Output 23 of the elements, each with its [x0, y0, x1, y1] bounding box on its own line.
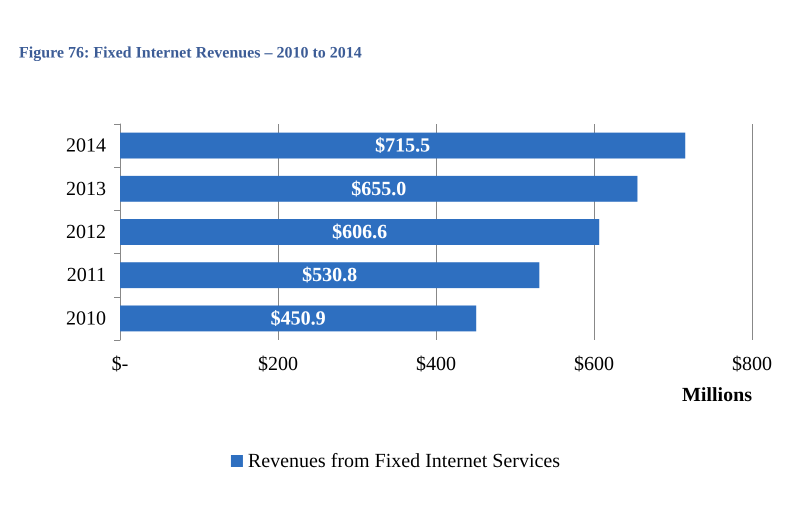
data-label: $530.8	[302, 264, 358, 286]
bar	[120, 305, 476, 332]
bar	[120, 176, 638, 202]
x-tick-label: $-	[112, 353, 128, 375]
y-tick-label: 2012	[66, 221, 106, 243]
legend-label: Revenues from Fixed Internet Services	[248, 450, 560, 472]
bar	[120, 219, 600, 245]
y-tick-label: 2014	[66, 134, 106, 157]
y-tick-label: 2010	[66, 307, 106, 330]
x-tick-label: $800	[732, 353, 772, 375]
x-tick-label: $600	[574, 353, 614, 375]
data-label: $450.9	[270, 307, 326, 330]
y-tick-label: 2013	[66, 178, 106, 200]
bar	[120, 262, 540, 288]
y-tick-label: 2011	[66, 264, 106, 286]
data-label: $655.0	[351, 178, 406, 200]
data-label: $715.5	[375, 134, 430, 157]
bar	[120, 132, 686, 159]
chart-title: Figure 76: Fixed Internet Revenues – 2010 to 2014	[19, 44, 362, 62]
x-axis-title: Millions	[682, 384, 752, 406]
x-tick-label: $400	[416, 353, 456, 375]
data-label: $606.6	[332, 221, 388, 243]
x-tick-label: $200	[258, 353, 298, 375]
